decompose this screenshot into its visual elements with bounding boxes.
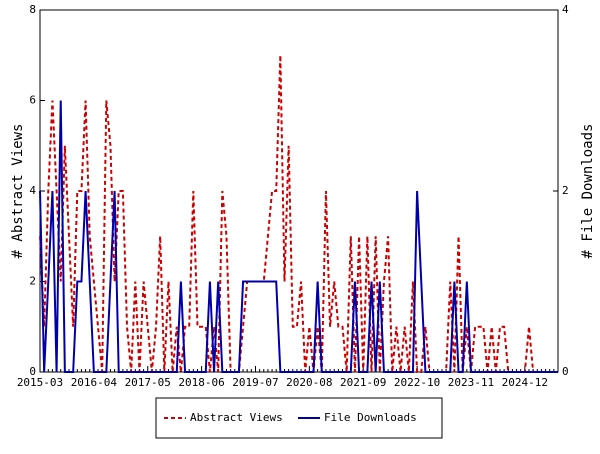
y-axis-label: # Abstract Views xyxy=(10,124,26,259)
y-tick-label: 0 xyxy=(29,365,36,378)
series-line xyxy=(39,55,558,373)
x-tick-label: 2022-10 xyxy=(394,376,440,389)
y2-axis-label: # File Downloads xyxy=(580,124,596,259)
y-tick-label: 4 xyxy=(29,184,36,197)
x-tick-label: 2024-12 xyxy=(502,376,548,389)
x-tick-label: 2015-03 xyxy=(17,376,63,389)
y-tick-label: 6 xyxy=(29,94,36,107)
x-tick-label: 2017-05 xyxy=(125,376,171,389)
x-tick-label: 2018-06 xyxy=(178,376,224,389)
y2-tick-label: 4 xyxy=(562,3,569,16)
legend-label: Abstract Views xyxy=(190,411,283,424)
x-tick-label: 2021-09 xyxy=(340,376,386,389)
series-line xyxy=(39,100,558,373)
y2-tick-label: 0 xyxy=(562,365,569,378)
legend-label: File Downloads xyxy=(324,411,417,424)
y-tick-label: 2 xyxy=(29,275,36,288)
x-tick-label: 2023-11 xyxy=(448,376,494,389)
x-tick-label: 2019-07 xyxy=(232,376,278,389)
legend xyxy=(155,397,443,439)
x-tick-label: 2020-08 xyxy=(286,376,332,389)
y-tick-label: 8 xyxy=(29,3,36,16)
x-tick-label: 2016-04 xyxy=(71,376,118,389)
y2-tick-label: 2 xyxy=(562,184,569,197)
